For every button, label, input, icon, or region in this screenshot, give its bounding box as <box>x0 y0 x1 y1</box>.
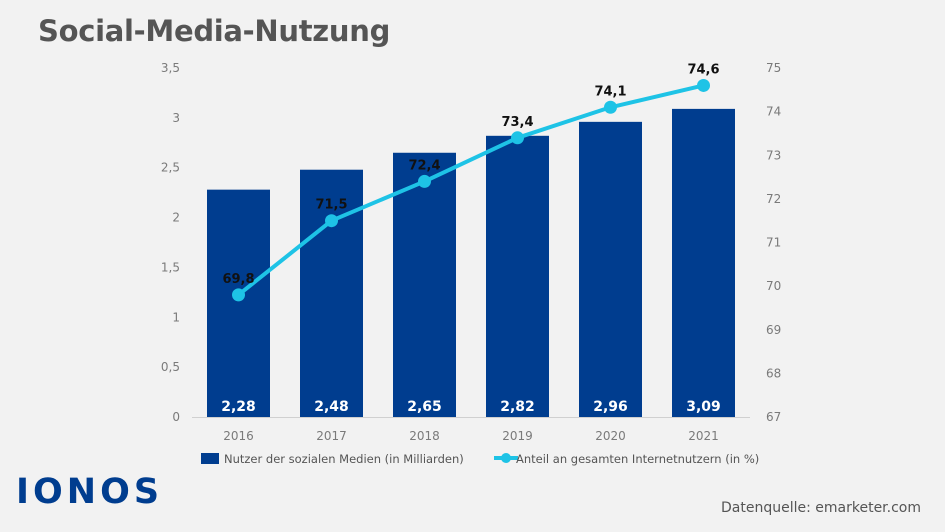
line-series <box>237 83 704 297</box>
line-point <box>325 214 338 228</box>
x-tick-label: 2019 <box>502 429 533 443</box>
bar <box>486 135 549 417</box>
y-right-tick-label: 70 <box>766 279 781 293</box>
y-right-tick-label: 73 <box>766 148 781 162</box>
y-left-tick-label: 3,5 <box>161 61 180 75</box>
bar-value-label: 2,65 <box>407 399 442 415</box>
x-tick-label: 2018 <box>409 429 440 443</box>
line-value-label: 74,6 <box>687 62 719 77</box>
bar-value-label: 3,09 <box>686 399 721 415</box>
y-right-tick-label: 68 <box>766 366 781 380</box>
line-point <box>418 174 431 188</box>
bar-value-label: 2,48 <box>314 399 349 415</box>
x-tick-label: 2021 <box>688 429 719 443</box>
bar-value-label: 2,28 <box>221 399 256 415</box>
data-source: Datenquelle: emarketer.com <box>721 500 921 516</box>
line-value-label: 69,8 <box>222 272 254 287</box>
legend-bar-swatch <box>201 453 219 464</box>
bar <box>672 108 735 417</box>
bar <box>579 121 642 418</box>
line-point <box>511 131 524 145</box>
y-left-tick-label: 3 <box>172 111 180 125</box>
chart-title: Social-Media-Nutzung <box>38 14 391 48</box>
y-right-tick-label: 67 <box>766 410 781 424</box>
y-right-tick-label: 71 <box>766 236 781 250</box>
bar <box>207 189 270 417</box>
line-value-label: 73,4 <box>501 115 533 130</box>
line-value-label: 74,1 <box>594 84 626 99</box>
line-value-label: 72,4 <box>408 158 440 173</box>
legend-line-marker <box>501 453 511 463</box>
bar <box>393 152 456 417</box>
y-left-tick-label: 1,5 <box>161 260 180 274</box>
x-tick-label: 2020 <box>595 429 626 443</box>
y-left-tick-label: 2 <box>172 211 180 225</box>
y-left-tick-label: 2,5 <box>161 161 180 175</box>
y-left-tick-label: 0 <box>172 410 180 424</box>
bar-value-label: 2,96 <box>593 399 628 415</box>
legend-line-label: Anteil an gesamten Internetnutzern (in %… <box>516 452 759 466</box>
y-right-tick-label: 72 <box>766 192 781 206</box>
bar-value-label: 2,82 <box>500 399 535 415</box>
y-left-tick-label: 0,5 <box>161 360 180 374</box>
line-point <box>697 78 710 92</box>
ionos-logo: IONOS <box>16 472 164 512</box>
x-tick-label: 2016 <box>223 429 254 443</box>
y-right-tick-label: 69 <box>766 323 781 337</box>
y-right-tick-label: 74 <box>766 105 781 119</box>
y-right-tick-label: 75 <box>766 61 781 75</box>
legend-bar-label: Nutzer der sozialen Medien (in Milliarde… <box>224 452 464 466</box>
line-value-label: 71,5 <box>315 198 347 213</box>
line-point <box>604 100 617 114</box>
x-tick-label: 2017 <box>316 429 347 443</box>
y-left-tick-label: 1 <box>172 310 180 324</box>
line-point <box>232 288 245 302</box>
